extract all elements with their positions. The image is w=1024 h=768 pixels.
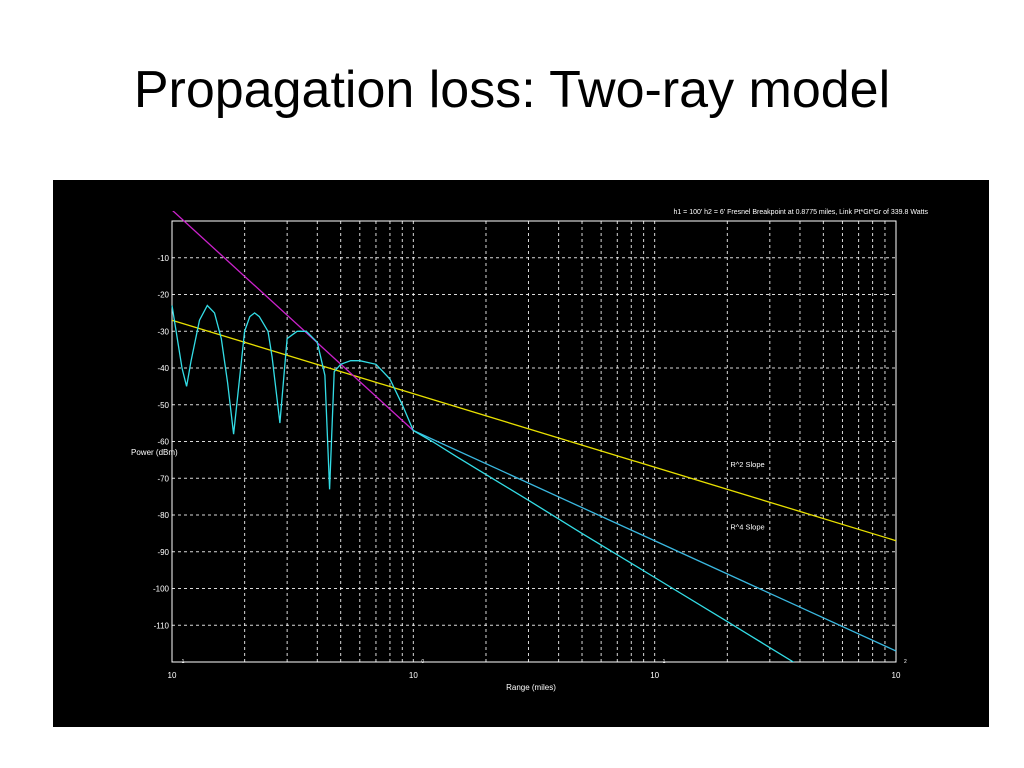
y-tick-label: -70 (157, 474, 169, 483)
x-tick-exponent: 2 (904, 659, 907, 665)
plot-border (171, 220, 897, 663)
tick-layer: -10-20-30-40-50-60-70-80-90-100-11010-11… (153, 254, 907, 680)
series-layer (171, 211, 897, 662)
grid-layer (172, 221, 896, 662)
x-tick-label: 10 (409, 671, 418, 680)
x-tick-label: 10 (650, 671, 659, 680)
x-tick-label: 10 (892, 671, 901, 680)
x-tick-exponent: 1 (663, 659, 666, 665)
y-tick-label: -50 (157, 401, 169, 410)
series-annotation: R^4 Slope (730, 523, 764, 532)
series-group (413, 429, 897, 652)
y-tick-label: -80 (157, 511, 169, 520)
y-tick-label: -60 (157, 438, 169, 447)
chart-title: h1 = 100' h2 = 6' Fresnel Breakpoint at … (673, 209, 928, 216)
y-tick-label: -100 (153, 585, 170, 594)
x-tick-exponent: 0 (421, 659, 424, 665)
y-tick-label: -90 (157, 548, 169, 557)
y-axis-label: Power (dBm) (131, 448, 178, 457)
y-tick-label: -110 (154, 621, 170, 630)
x-axis-label: Range (miles) (506, 683, 556, 692)
chart-svg: -10-20-30-40-50-60-70-80-90-100-11010-11… (131, 209, 928, 692)
series-group (171, 319, 897, 542)
chart-frame: -10 -20 -30 -40 -50 -60 -70 -80 -90 -100 -110 10 -1 1… (53, 180, 989, 727)
series-line (171, 304, 795, 662)
series-group (172, 211, 414, 431)
series-line (413, 429, 897, 652)
annotation-layer: R^2 Slope R^4 Slope (730, 460, 764, 531)
slide-title: Propagation loss: Two-ray model (133, 61, 891, 119)
y-tick-label: -20 (157, 291, 169, 300)
y-tick-label: -30 (157, 327, 169, 336)
x-tick-label: 10 (168, 671, 177, 680)
series-group (171, 304, 795, 662)
series-line (172, 211, 414, 431)
series-line (171, 319, 897, 542)
series-annotation: R^2 Slope (730, 460, 764, 469)
y-tick-label: -10 (157, 254, 169, 263)
y-tick-label: -40 (157, 364, 169, 373)
x-tick-exponent: -1 (180, 659, 185, 665)
